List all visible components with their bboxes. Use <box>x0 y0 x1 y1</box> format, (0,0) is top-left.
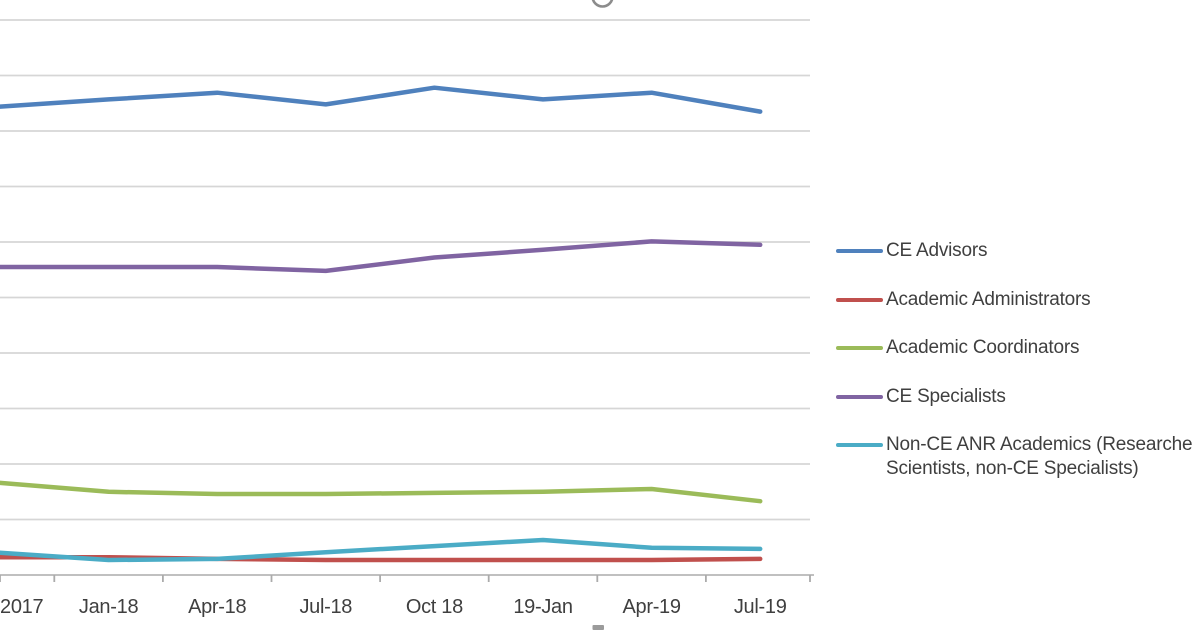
legend-item-2: Academic Administrators <box>836 288 1091 312</box>
series-line-academic-coordinators <box>0 480 763 504</box>
legend-swatch <box>836 249 883 254</box>
chart-legend: CE Advisors Academic Administrators Academ… <box>836 0 1200 630</box>
legend-item-5: Non-CE ANR Academics (Researche Scientis… <box>836 433 1193 481</box>
legend-label: Academic Coordinators <box>886 337 1080 358</box>
legend-swatch <box>836 297 883 302</box>
series-line-ce-advisors <box>0 85 763 114</box>
legend-item-4: CE Specialists <box>836 385 1006 409</box>
legend-swatch <box>836 394 883 399</box>
legend-item-1: CE Advisors <box>836 239 987 263</box>
legend-label: CE Specialists <box>886 385 1006 407</box>
legend-swatch <box>836 346 883 351</box>
series-line-academic-administrators <box>0 554 763 563</box>
series-line-non-ce-anr-academics-researche-scientists-non-ce-specialists <box>0 537 763 563</box>
legend-label: CE Advisors <box>886 240 988 261</box>
legend-swatch <box>836 443 883 448</box>
legend-label: Academic Administrators <box>886 288 1091 310</box>
legend-label: Non-CE ANR Academics (Researche Scientis… <box>886 434 1193 479</box>
series-line-ce-specialists <box>0 239 763 274</box>
cropped-text-mark <box>592 625 604 630</box>
cropped-title-character-arc <box>591 0 614 8</box>
legend-item-3: Academic Coordinators <box>836 336 1079 360</box>
